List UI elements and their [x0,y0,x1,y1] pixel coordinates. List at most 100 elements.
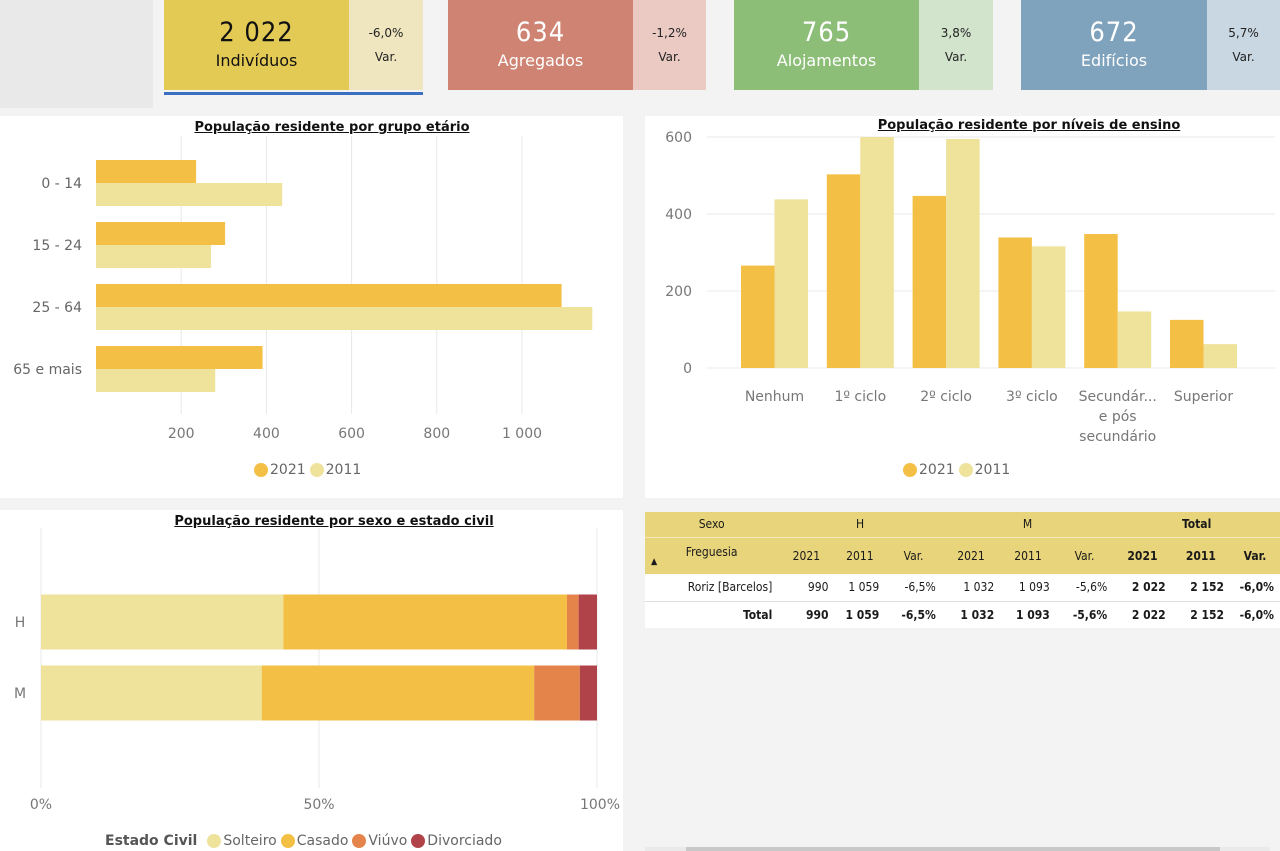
bar-2011 [96,245,212,268]
header-m-2011[interactable]: 2011 [1000,537,1056,574]
kpi-card-agregados[interactable]: 634 Agregados -1,2% Var. [448,0,706,90]
kpi-variation: -6,0% Var. [349,0,423,90]
header-h-var[interactable]: Var. [885,537,942,574]
cell: 2 022 [1113,601,1172,628]
kpi-card-alojamentos[interactable]: 765 Alojamentos 3,8% Var. [734,0,993,90]
header-m-var[interactable]: Var. [1055,537,1114,574]
legend-title: Estado Civil [105,833,198,849]
bar-2021 [998,237,1032,368]
header-group-total[interactable]: Total [1113,512,1280,538]
x-tick-label: e pós [1099,409,1137,425]
kpi-variation-value: -1,2% [652,26,687,40]
sort-ascending-icon[interactable]: ▲ [651,556,658,567]
kpi-variation-label: Var. [658,50,681,64]
kpi-label: Edifícios [1080,51,1148,70]
table-row[interactable]: Roriz [Barcelos] 990 1 059 -6,5% 1 032 1… [645,574,1280,602]
legend-dot-2021 [254,463,268,477]
y-tick-label: 65 e mais [13,362,82,378]
segment-viuvo [534,665,580,721]
legend-dot-solteiro [207,834,222,848]
legend-item-2011[interactable]: 2011 [309,462,361,478]
header-freguesia[interactable]: Freguesia ▲ [645,537,779,574]
legend-item-divorciado[interactable]: Divorciado [411,833,502,849]
segment-divorciado [579,665,597,721]
x-tick-label: Nenhum [745,389,804,405]
legend-item-2021[interactable]: 2021 [254,462,306,478]
cell: -6,5% [885,574,942,602]
segment-casado [261,665,535,721]
header-m-2021[interactable]: 2021 [941,537,1001,574]
header-h-2011[interactable]: 2011 [834,537,886,574]
segment-viuvo [566,594,579,650]
x-tick-label: 800 [423,426,450,442]
segment-casado [283,594,567,650]
x-tick-label: 400 [253,426,280,442]
age-chart-panel: População residente por grupo etário 200… [0,116,623,498]
population-matrix-table: Sexo H M Total Freguesia ▲ 2021 2011 Var… [645,512,1280,628]
legend-item-viuvo[interactable]: Viúvo [352,833,407,849]
chart-title: População residente por grupo etário [194,120,470,135]
bar-2011 [860,137,894,368]
header-group-h[interactable]: H [778,512,942,538]
kpi-variation-value: -6,0% [368,26,404,40]
kpi-card-edificios[interactable]: 672 Edifícios 5,7% Var. [1021,0,1280,90]
header-sexo: Sexo [645,512,779,538]
legend-item-solteiro[interactable]: Solteiro [207,833,277,849]
header-total-var[interactable]: Var. [1230,537,1280,574]
scrollbar-thumb[interactable] [686,847,1220,851]
kpi-label: Indivíduos [215,51,298,70]
kpi-value: 672 [1089,17,1139,48]
kpi-card-individuos[interactable]: 2 022 Indivíduos -6,0% Var. [164,0,423,90]
legend-label: 2021 [919,462,955,478]
legend-item-2021[interactable]: 2021 [903,462,955,478]
x-tick-label: 2º ciclo [920,389,972,405]
chart-legend: Estado Civil Solteiro Casado Viúvo Divor… [105,833,506,849]
bar-2021 [1084,234,1118,368]
legend-dot-divorciado [411,834,426,848]
kpi-label: Alojamentos [776,51,877,70]
cell: 990 [778,601,835,628]
legend-dot-2011 [309,463,324,477]
header-h-2021[interactable]: 2021 [778,537,835,574]
kpi-value: 765 [801,17,852,48]
y-tick-label: 0 [683,361,692,377]
x-tick-label: 100% [580,797,620,813]
y-tick-label: H [15,615,26,631]
header-total-2011[interactable]: 2011 [1171,537,1231,574]
bar-2011 [1031,246,1066,368]
bar-2011 [774,199,808,368]
legend-item-casado[interactable]: Casado [280,833,348,849]
x-tick-label: 600 [338,426,365,442]
legend-dot-2011 [958,463,973,477]
legend-label: Viúvo [368,833,408,849]
kpi-variation: 5,7% Var. [1207,0,1280,90]
cell: -6,5% [885,601,942,628]
bar-2011 [1117,311,1152,368]
header-total-2021[interactable]: 2021 [1113,537,1172,574]
legend-item-2011[interactable]: 2011 [958,462,1010,478]
legend-label: 2021 [270,462,306,478]
y-tick-label: 25 - 64 [32,300,82,316]
bar-2021 [1170,319,1204,368]
kpi-label: Agregados [497,51,584,70]
y-tick-label: 15 - 24 [32,238,82,254]
bar-2011 [946,138,980,368]
legend-label: Solteiro [223,833,277,849]
y-tick-label: 0 - 14 [41,176,82,192]
kpi-variation-label: Var. [374,50,398,64]
cell: 990 [778,574,835,602]
row-label: Roriz [Barcelos] [645,574,779,602]
x-tick-label: Secundár... [1079,389,1157,405]
x-tick-label: Superior [1174,389,1233,405]
civil-chart-panel: População residente por sexo e estado ci… [0,510,623,851]
table-horizontal-scrollbar[interactable] [645,847,1270,851]
legend-dot-casado [280,834,295,848]
cell: -6,0% [1230,574,1280,602]
x-tick-label: 3º ciclo [1006,389,1058,405]
bar-2021 [741,265,775,368]
cell: 1 059 [834,574,886,602]
y-tick-label: 200 [665,284,692,300]
kpi-main: 672 Edifícios [1021,0,1207,90]
header-group-m[interactable]: M [941,512,1114,538]
table-total-row[interactable]: Total 990 1 059 -6,5% 1 032 1 093 -5,6% … [645,601,1280,628]
